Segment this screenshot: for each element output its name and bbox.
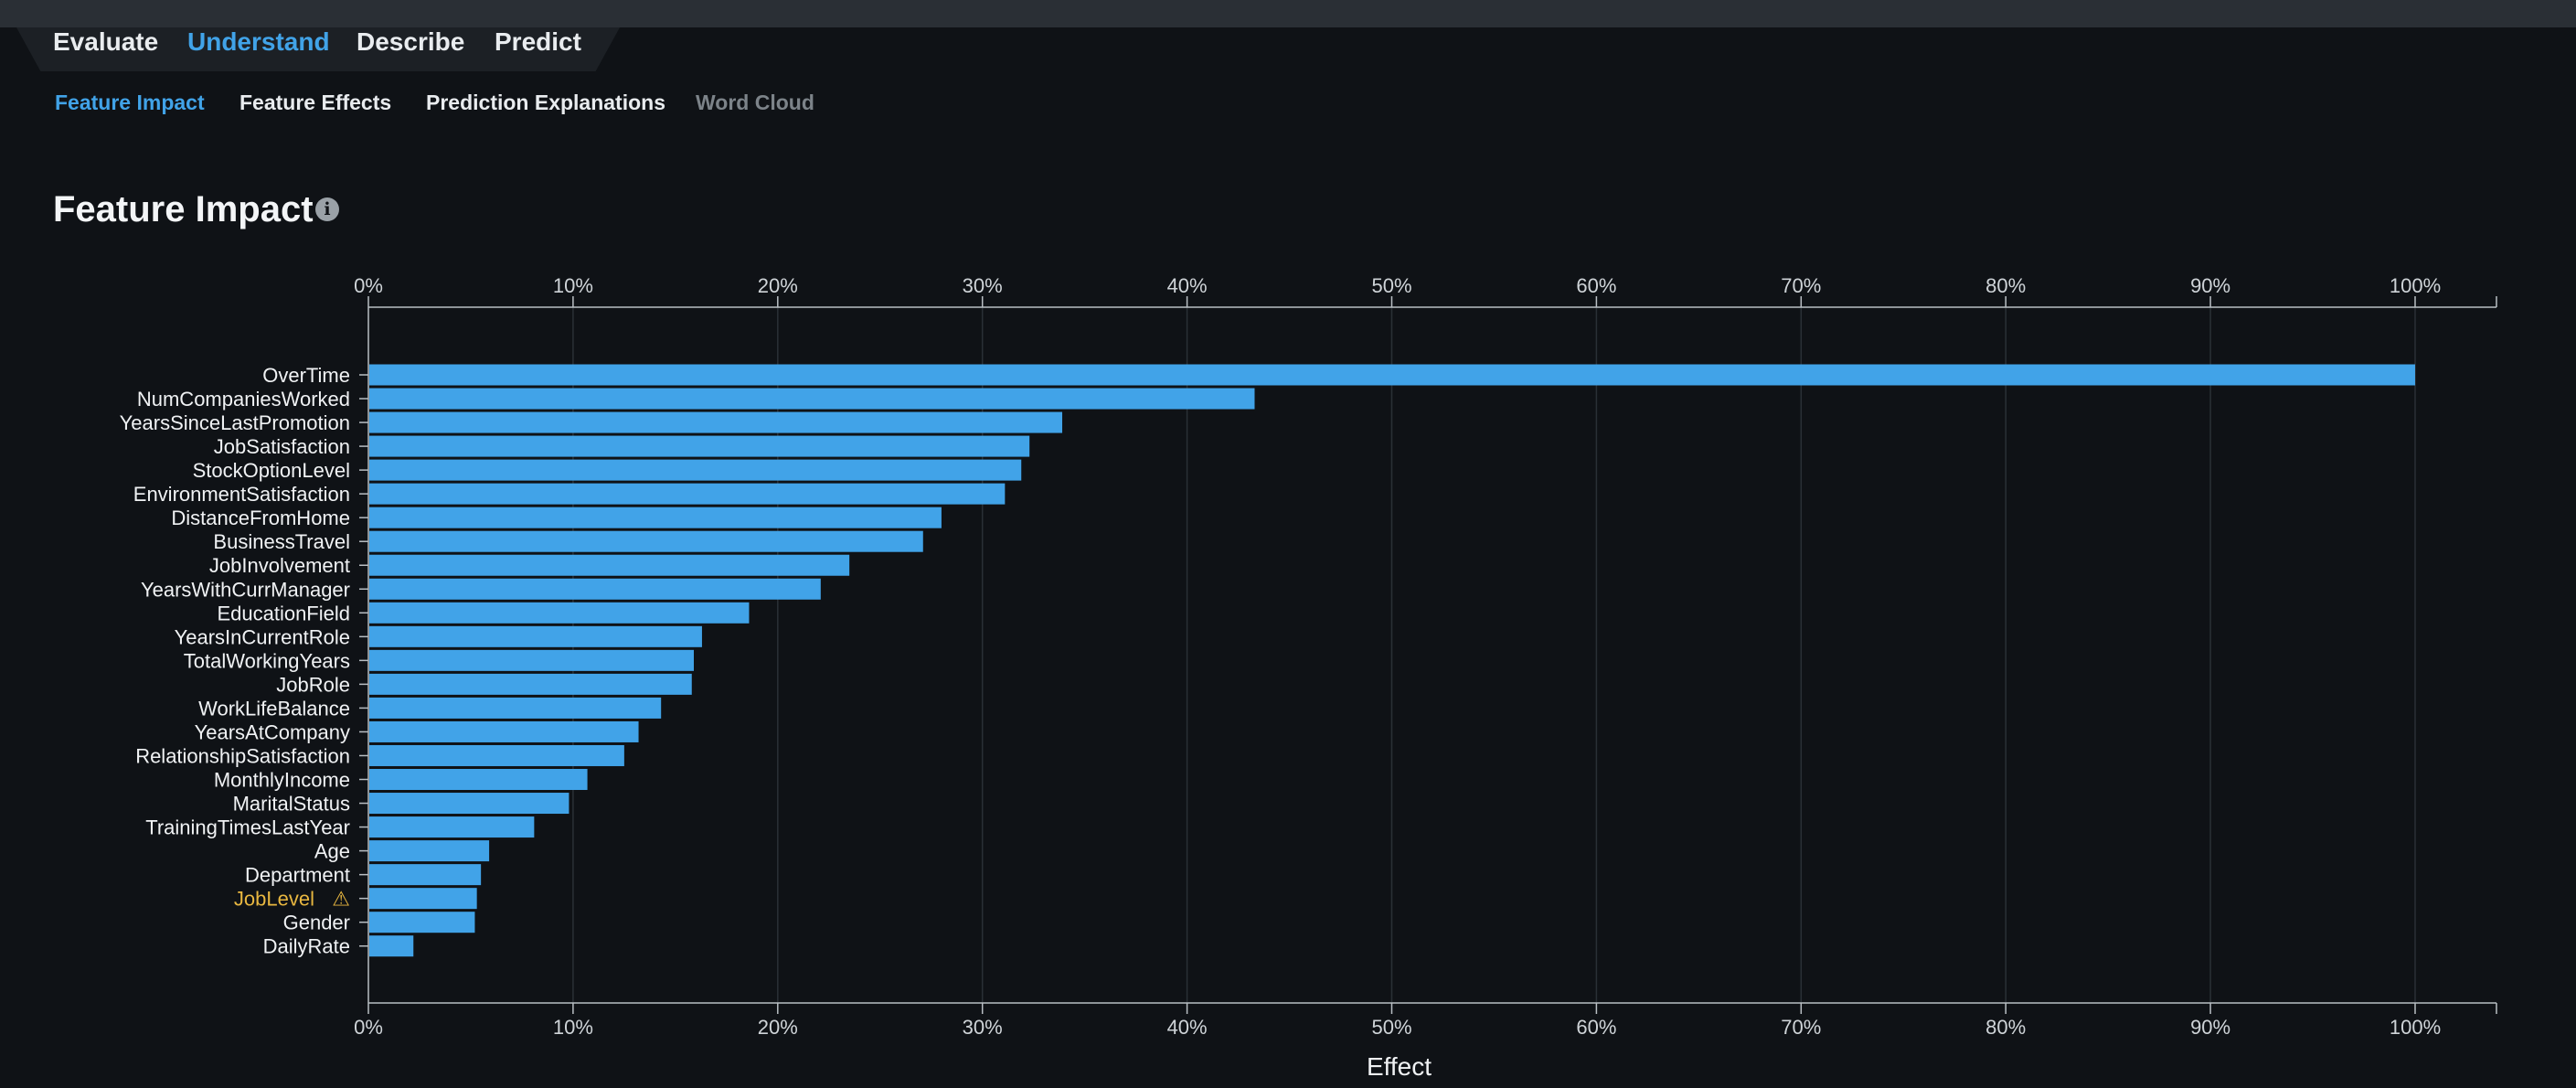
bottom-axis-tick-label: 20%	[758, 1016, 798, 1039]
bar	[369, 816, 535, 838]
top-axis-tick-label: 70%	[1781, 274, 1821, 297]
bar	[369, 625, 702, 647]
category-label: JobLevel	[234, 888, 314, 911]
subtab-feature-impact[interactable]: Feature Impact	[55, 91, 205, 114]
top-axis-tick-label: 90%	[2190, 274, 2230, 297]
tab-evaluate[interactable]: Evaluate	[53, 27, 159, 56]
bar	[369, 554, 850, 576]
x-axis-label: Effect	[1367, 1052, 1432, 1081]
bar	[369, 578, 821, 600]
category-label: TotalWorkingYears	[184, 649, 350, 672]
category-label: YearsInCurrentRole	[175, 625, 350, 648]
top-axis-tick-label: 10%	[553, 274, 593, 297]
tab-describe[interactable]: Describe	[357, 27, 465, 56]
page-title: Feature Impact	[53, 189, 314, 229]
category-label: YearsSinceLastPromotion	[120, 411, 350, 434]
bar	[369, 602, 750, 624]
subtab-prediction-explanations[interactable]: Prediction Explanations	[426, 91, 665, 114]
tab-predict[interactable]: Predict	[495, 27, 581, 56]
bar	[369, 459, 1022, 481]
top-axis-tick-label: 60%	[1576, 274, 1616, 297]
category-label: Department	[245, 864, 350, 887]
bar	[369, 912, 475, 933]
top-axis-tick-label: 50%	[1371, 274, 1411, 297]
bar	[369, 769, 588, 791]
subtab-word-cloud: Word Cloud	[696, 91, 814, 114]
bottom-axis-tick-label: 0%	[354, 1016, 383, 1039]
category-label: YearsWithCurrManager	[141, 578, 350, 601]
category-label: JobRole	[276, 673, 350, 696]
bottom-axis-tick-label: 60%	[1576, 1016, 1616, 1039]
category-label: StockOptionLevel	[193, 459, 350, 482]
bar	[369, 411, 1063, 433]
bar	[369, 507, 942, 528]
top-axis-tick-label: 0%	[354, 274, 383, 297]
bottom-axis-tick-label: 100%	[2390, 1016, 2441, 1039]
info-icon[interactable]: i	[315, 197, 339, 221]
category-label: Age	[314, 840, 350, 863]
bottom-axis-tick-label: 40%	[1167, 1016, 1208, 1039]
category-label: MaritalStatus	[233, 793, 350, 816]
category-label: BusinessTravel	[213, 530, 350, 553]
top-axis-tick-label: 20%	[758, 274, 798, 297]
bottom-axis-tick-label: 50%	[1371, 1016, 1411, 1039]
subtab-feature-effects[interactable]: Feature Effects	[240, 91, 392, 114]
bar	[369, 649, 695, 671]
bar	[369, 364, 2415, 386]
bar	[369, 530, 923, 552]
bar	[369, 673, 692, 695]
warning-triangle-icon: ⚠	[332, 888, 350, 911]
tab-understand[interactable]: Understand	[187, 27, 330, 56]
app-top-bar	[0, 0, 2576, 27]
bottom-axis-tick-label: 70%	[1781, 1016, 1821, 1039]
category-label: NumCompaniesWorked	[137, 388, 350, 411]
category-label: MonthlyIncome	[214, 769, 350, 792]
bar	[369, 744, 624, 766]
category-label: WorkLifeBalance	[198, 697, 350, 720]
top-axis-tick-label: 40%	[1167, 274, 1208, 297]
bar	[369, 388, 1255, 410]
bar	[369, 483, 1006, 505]
bar	[369, 935, 414, 957]
category-label: Gender	[283, 912, 350, 934]
bar	[369, 720, 639, 742]
category-label: TrainingTimesLastYear	[145, 816, 350, 839]
category-label: DistanceFromHome	[171, 507, 350, 529]
main-tabs-panel	[16, 27, 620, 71]
bottom-axis-tick-label: 30%	[963, 1016, 1003, 1039]
bottom-axis-tick-label: 80%	[1985, 1016, 2026, 1039]
bar	[369, 864, 482, 886]
top-axis-tick-label: 100%	[2390, 274, 2441, 297]
category-label: JobInvolvement	[209, 554, 350, 577]
bottom-axis-tick-label: 10%	[553, 1016, 593, 1039]
bar	[369, 840, 490, 862]
category-label: EnvironmentSatisfaction	[133, 483, 350, 506]
bottom-axis-tick-label: 90%	[2190, 1016, 2230, 1039]
top-axis-tick-label: 80%	[1985, 274, 2026, 297]
category-label: DailyRate	[263, 935, 350, 958]
category-label: OverTime	[262, 364, 350, 387]
category-label: EducationField	[217, 602, 350, 624]
category-label: RelationshipSatisfaction	[135, 744, 350, 767]
category-label: JobSatisfaction	[214, 435, 350, 458]
category-label: YearsAtCompany	[195, 720, 350, 743]
top-axis-tick-label: 30%	[963, 274, 1003, 297]
bar	[369, 435, 1030, 457]
bar	[369, 793, 569, 815]
bar	[369, 888, 477, 910]
bar	[369, 697, 662, 719]
